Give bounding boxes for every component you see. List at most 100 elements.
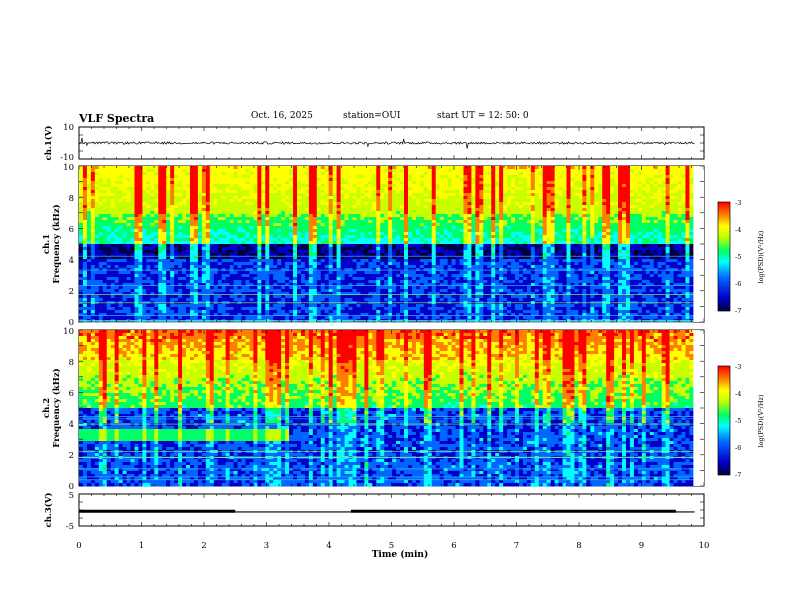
spec-cell	[419, 187, 425, 191]
spec-cell	[404, 220, 409, 224]
spec-cell	[86, 184, 92, 188]
spec-cell	[380, 175, 385, 179]
spec-cell	[162, 313, 167, 317]
spec-cell	[142, 193, 147, 197]
spec-cell	[170, 193, 175, 197]
spec-cell	[178, 265, 183, 269]
spec-cell	[455, 205, 460, 209]
spec-cell	[138, 238, 143, 242]
spec-cell	[110, 187, 116, 191]
spec-cell	[439, 208, 445, 212]
spec-cell	[415, 253, 421, 257]
spec-cell	[197, 316, 203, 320]
spec-cell	[297, 247, 302, 251]
spec-cell	[376, 280, 381, 284]
spec-cell	[261, 295, 266, 299]
spec-cell	[126, 292, 131, 296]
spec-cell	[368, 250, 373, 254]
spec-cell	[392, 247, 397, 251]
spec-cell	[277, 316, 282, 320]
spec-cell	[289, 283, 294, 287]
spec-cell	[134, 178, 139, 182]
spec-cell	[273, 274, 278, 278]
spec-cell	[415, 232, 421, 236]
spec-cell	[404, 181, 409, 185]
spec-cell	[241, 247, 246, 251]
spec-cell	[376, 247, 381, 251]
spec-cell	[154, 289, 159, 293]
spec-cell	[213, 310, 219, 314]
spec-cell	[435, 304, 441, 308]
spec-cell	[336, 244, 341, 248]
spec-cell	[189, 244, 195, 248]
spec-cell	[229, 235, 234, 239]
spec-cell	[154, 211, 159, 215]
spec-cell	[162, 244, 167, 248]
spec-cell	[400, 166, 405, 170]
spec-cell	[146, 265, 151, 269]
spec-cell	[289, 187, 294, 191]
spec-cell	[328, 244, 334, 248]
spec-cell	[241, 235, 246, 239]
spec-cell	[130, 298, 135, 302]
spec-cell	[201, 295, 207, 299]
spec-cell	[400, 310, 405, 314]
spec-cell	[368, 310, 373, 314]
spec-cell	[308, 259, 314, 263]
spec-cell	[249, 310, 254, 314]
spec-cell	[122, 247, 127, 251]
spec-cell	[431, 214, 437, 218]
spec-cell	[166, 304, 171, 308]
spec-cell	[368, 259, 373, 263]
spec-cell	[265, 295, 270, 299]
spec-cell	[439, 286, 445, 290]
spec-cell	[435, 178, 441, 182]
spec-cell	[380, 268, 385, 272]
spec-cell	[193, 259, 199, 263]
spec-cell	[380, 256, 385, 260]
spec-cell	[455, 262, 460, 266]
spec-cell	[400, 202, 405, 206]
spec-cell	[376, 193, 381, 197]
spec-cell	[134, 196, 139, 200]
spec-cell	[324, 247, 330, 251]
spec-cell	[249, 256, 254, 260]
spec-cell	[130, 241, 135, 245]
spec-cell	[388, 304, 393, 308]
spec-cell	[407, 316, 413, 320]
spec-cell	[348, 271, 353, 275]
spec-cell	[98, 232, 104, 236]
spec-cell	[316, 277, 322, 281]
spec-cell	[142, 307, 147, 311]
spec-cell	[158, 271, 163, 275]
spec-cell	[320, 166, 326, 170]
spec-cell	[348, 253, 353, 257]
spec-cell	[404, 289, 409, 293]
spec-cell	[110, 223, 116, 227]
spec-cell	[273, 298, 278, 302]
spec-cell	[79, 169, 84, 173]
spec-cell	[150, 220, 155, 224]
spec-cell	[150, 298, 155, 302]
spec-cell	[419, 229, 425, 233]
spec-cell	[94, 271, 100, 275]
spec-cell	[86, 205, 92, 209]
spec-cell	[249, 307, 254, 311]
spec-cell	[130, 295, 135, 299]
spec-cell	[289, 196, 294, 200]
spec-cell	[90, 271, 96, 275]
spec-cell	[158, 265, 163, 269]
spec-cell	[443, 178, 449, 182]
spec-cell	[308, 250, 314, 254]
spec-cell	[289, 280, 294, 284]
spec-cell	[217, 292, 223, 296]
spec-cell	[304, 247, 310, 251]
spec-cell	[257, 292, 262, 296]
spec-cell	[126, 247, 131, 251]
spec-cell	[154, 223, 159, 227]
spec-cell	[253, 187, 258, 191]
spec-cell	[166, 169, 171, 173]
spec-cell	[237, 208, 242, 212]
spec-cell	[352, 298, 357, 302]
spec-cell	[336, 235, 341, 239]
